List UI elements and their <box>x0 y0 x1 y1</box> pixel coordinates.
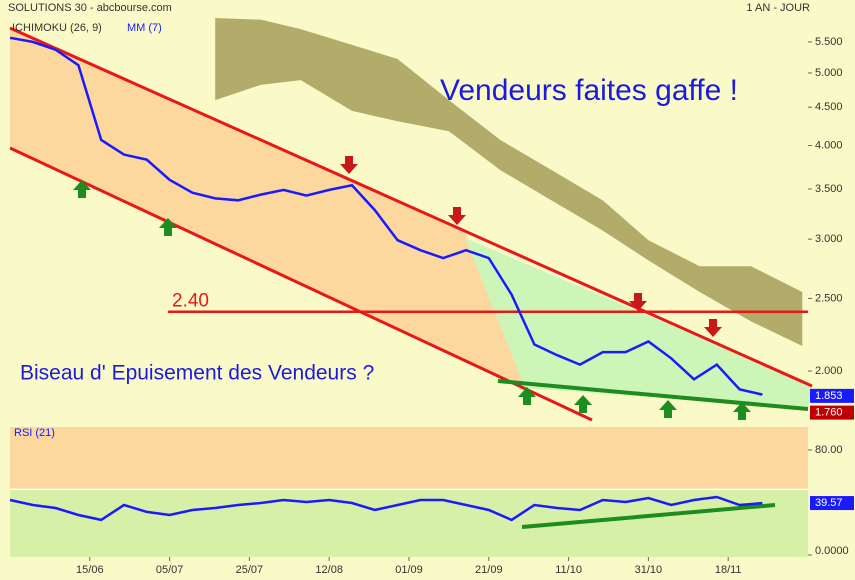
wedge-fill <box>465 238 812 408</box>
legend-mm: MM (7) <box>127 22 162 34</box>
x-tick-label: 31/10 <box>635 564 663 576</box>
x-tick-label: 12/08 <box>315 564 343 576</box>
y-tick-label: 5.500 <box>815 36 843 48</box>
buy-arrows <box>73 180 751 420</box>
annotation: Biseau d' Epuisement des Vendeurs ? <box>20 362 374 385</box>
y-tick-label: 2.000 <box>815 365 843 377</box>
x-tick-label: 11/10 <box>555 564 582 576</box>
channel-upper <box>9 26 813 388</box>
last-value-box <box>810 496 854 511</box>
y-tick-label: 80.00 <box>815 444 843 456</box>
period: 1 AN - JOUR <box>746 2 810 14</box>
y-tick-label: 4.500 <box>815 101 843 113</box>
data-line <box>9 495 763 522</box>
data-line <box>9 36 763 396</box>
sell-arrows <box>340 156 722 337</box>
up-arrow <box>73 180 91 198</box>
ichimoku-cloud <box>215 18 803 346</box>
up-arrow <box>659 400 677 418</box>
up-arrow <box>733 402 751 420</box>
last-price-box <box>810 388 854 403</box>
last-value-label: 39.57 <box>815 497 843 509</box>
x-tick-label: 15/06 <box>76 564 104 576</box>
up-arrow <box>518 387 536 405</box>
up-arrow <box>574 395 592 413</box>
y-tick-label: 5.000 <box>815 67 843 79</box>
last-price-box <box>810 405 854 420</box>
rsi-trendline <box>521 503 776 529</box>
down-arrow <box>448 207 466 225</box>
down-arrow <box>704 319 722 337</box>
last-price-label: 1.760 <box>815 407 843 419</box>
y-tick-label: 4.000 <box>815 139 843 151</box>
wedge-support <box>497 379 809 411</box>
x-tick-label: 05/07 <box>156 564 184 576</box>
channel-fill <box>10 28 530 392</box>
y-tick-label: 2.500 <box>815 292 843 304</box>
down-arrow <box>629 293 647 311</box>
x-tick-label: 01/09 <box>395 564 423 576</box>
level-label: 2.40 <box>172 291 209 312</box>
up-arrow <box>159 218 177 236</box>
rsi-upper-zone <box>10 427 808 489</box>
y-tick-label: 0.0000 <box>815 545 849 557</box>
last-price-label: 1.853 <box>815 390 843 402</box>
rsi-title: RSI (21) <box>14 427 55 439</box>
down-arrow <box>340 156 358 174</box>
annotation: Vendeurs faites gaffe ! <box>440 74 738 107</box>
x-tick-label: 21/09 <box>475 564 503 576</box>
chart-title: SOLUTIONS 30 - abcbourse.com <box>8 2 172 14</box>
y-tick-label: 3.000 <box>815 233 843 245</box>
x-tick-label: 25/07 <box>236 564 264 576</box>
channel-lower <box>9 146 593 422</box>
rsi-lower-zone <box>10 489 808 557</box>
y-tick-label: 3.500 <box>815 183 843 195</box>
legend-ichimoku: ICHIMOKU (26, 9) <box>12 22 102 34</box>
x-tick-label: 18/11 <box>715 564 742 576</box>
